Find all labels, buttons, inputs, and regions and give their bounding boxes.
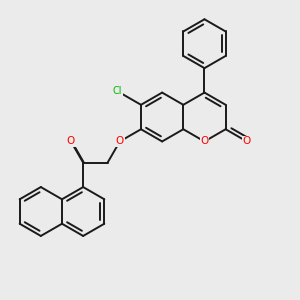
Text: Cl: Cl [113, 86, 122, 96]
Text: O: O [200, 136, 208, 146]
Text: O: O [243, 136, 251, 146]
Text: O: O [116, 136, 124, 146]
Text: O: O [67, 136, 75, 146]
